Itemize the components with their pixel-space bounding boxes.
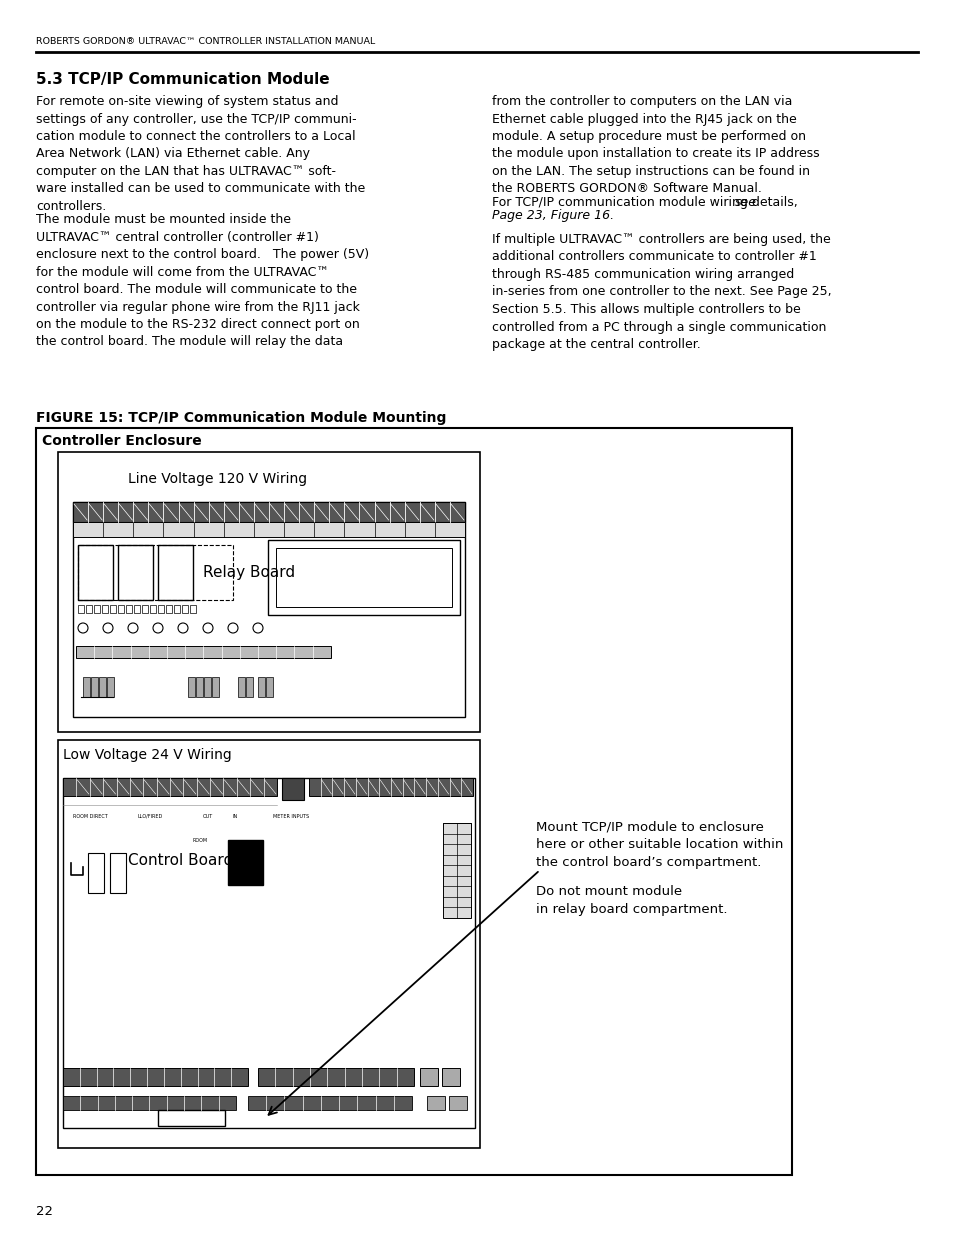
Bar (188, 677, 194, 697)
Circle shape (253, 622, 263, 634)
Text: Line Voltage 120 V Wiring: Line Voltage 120 V Wiring (128, 472, 307, 487)
Text: Mount TCP/IP module to enclosure
here or other suitable location within
the cont: Mount TCP/IP module to enclosure here or… (536, 820, 782, 869)
Bar (91, 677, 98, 697)
Text: If multiple ULTRAVAC™ controllers are being used, the
additional controllers com: If multiple ULTRAVAC™ controllers are be… (492, 233, 831, 351)
Bar (76, 646, 331, 658)
Text: ROOM DIRECT: ROOM DIRECT (73, 814, 108, 819)
Text: The module must be mounted inside the
ULTRAVAC™ central controller (controller #: The module must be mounted inside the UL… (36, 212, 369, 348)
Bar (228, 840, 263, 885)
Bar (73, 501, 464, 718)
Bar (94, 605, 100, 613)
Bar (58, 740, 479, 1149)
Text: LLO/FIRED: LLO/FIRED (138, 814, 163, 819)
Bar (246, 677, 253, 697)
Bar (442, 823, 471, 918)
Circle shape (103, 622, 112, 634)
FancyArrowPatch shape (269, 872, 537, 1115)
Bar (190, 605, 195, 613)
Circle shape (78, 622, 88, 634)
Text: Control Board: Control Board (128, 853, 233, 868)
Bar (309, 778, 473, 797)
Bar (248, 1095, 412, 1110)
Text: IN: IN (233, 814, 238, 819)
Bar (275, 548, 452, 606)
Bar (195, 677, 203, 697)
Bar (282, 778, 304, 800)
Bar (268, 540, 459, 615)
Bar (83, 677, 90, 697)
Bar (427, 1095, 444, 1110)
Text: Relay Board: Relay Board (203, 564, 294, 580)
Text: For TCP/IP communication module wiring details,: For TCP/IP communication module wiring d… (492, 196, 801, 209)
Bar (118, 545, 152, 600)
Bar (449, 1095, 467, 1110)
Bar (99, 677, 106, 697)
Bar (257, 677, 265, 697)
Bar (182, 605, 188, 613)
Circle shape (152, 622, 163, 634)
Bar (142, 605, 148, 613)
Bar (126, 605, 132, 613)
Bar (118, 605, 124, 613)
Text: see: see (734, 196, 756, 209)
Bar (78, 605, 84, 613)
Bar (110, 853, 126, 893)
Bar (158, 605, 164, 613)
Bar (237, 677, 245, 697)
Text: FIGURE 15: TCP/IP Communication Module Mounting: FIGURE 15: TCP/IP Communication Module M… (36, 411, 446, 425)
Bar (419, 1068, 437, 1086)
Bar (63, 778, 276, 797)
Bar (63, 1068, 248, 1086)
Text: Low Voltage 24 V Wiring: Low Voltage 24 V Wiring (63, 748, 232, 762)
Bar (441, 1068, 459, 1086)
Bar (73, 501, 464, 522)
Text: ROOM: ROOM (193, 839, 208, 844)
Circle shape (128, 622, 138, 634)
Bar (257, 1068, 414, 1086)
Bar (158, 1110, 225, 1126)
Text: For remote on-site viewing of system status and
settings of any controller, use : For remote on-site viewing of system sta… (36, 95, 365, 212)
Text: Controller Enclosure: Controller Enclosure (42, 433, 201, 448)
Bar (78, 545, 233, 600)
Circle shape (178, 622, 188, 634)
Bar (88, 853, 104, 893)
Bar (73, 522, 464, 537)
Bar (110, 605, 116, 613)
Text: ROBERTS GORDON® ULTRAVAC™ CONTROLLER INSTALLATION MANUAL: ROBERTS GORDON® ULTRAVAC™ CONTROLLER INS… (36, 37, 375, 46)
Bar (173, 605, 180, 613)
Text: 22: 22 (36, 1205, 53, 1218)
Bar (212, 677, 219, 697)
Bar (102, 605, 108, 613)
Bar (63, 1095, 235, 1110)
Bar (78, 545, 112, 600)
Bar (166, 605, 172, 613)
Bar (63, 778, 475, 1128)
Circle shape (203, 622, 213, 634)
Bar (266, 677, 273, 697)
Bar (150, 605, 156, 613)
Bar (36, 429, 791, 1174)
Bar (158, 545, 193, 600)
Text: Page 23, Figure 16.: Page 23, Figure 16. (492, 209, 614, 222)
Bar (133, 605, 140, 613)
Circle shape (228, 622, 237, 634)
Text: 5.3 TCP/IP Communication Module: 5.3 TCP/IP Communication Module (36, 72, 330, 86)
Bar (107, 677, 113, 697)
Text: OUT: OUT (203, 814, 213, 819)
Bar (204, 677, 211, 697)
Bar (86, 605, 91, 613)
Text: from the controller to computers on the LAN via
Ethernet cable plugged into the : from the controller to computers on the … (492, 95, 819, 195)
Text: METER INPUTS: METER INPUTS (273, 814, 309, 819)
Text: Do not mount module
in relay board compartment.: Do not mount module in relay board compa… (536, 885, 727, 916)
Bar (58, 452, 479, 732)
